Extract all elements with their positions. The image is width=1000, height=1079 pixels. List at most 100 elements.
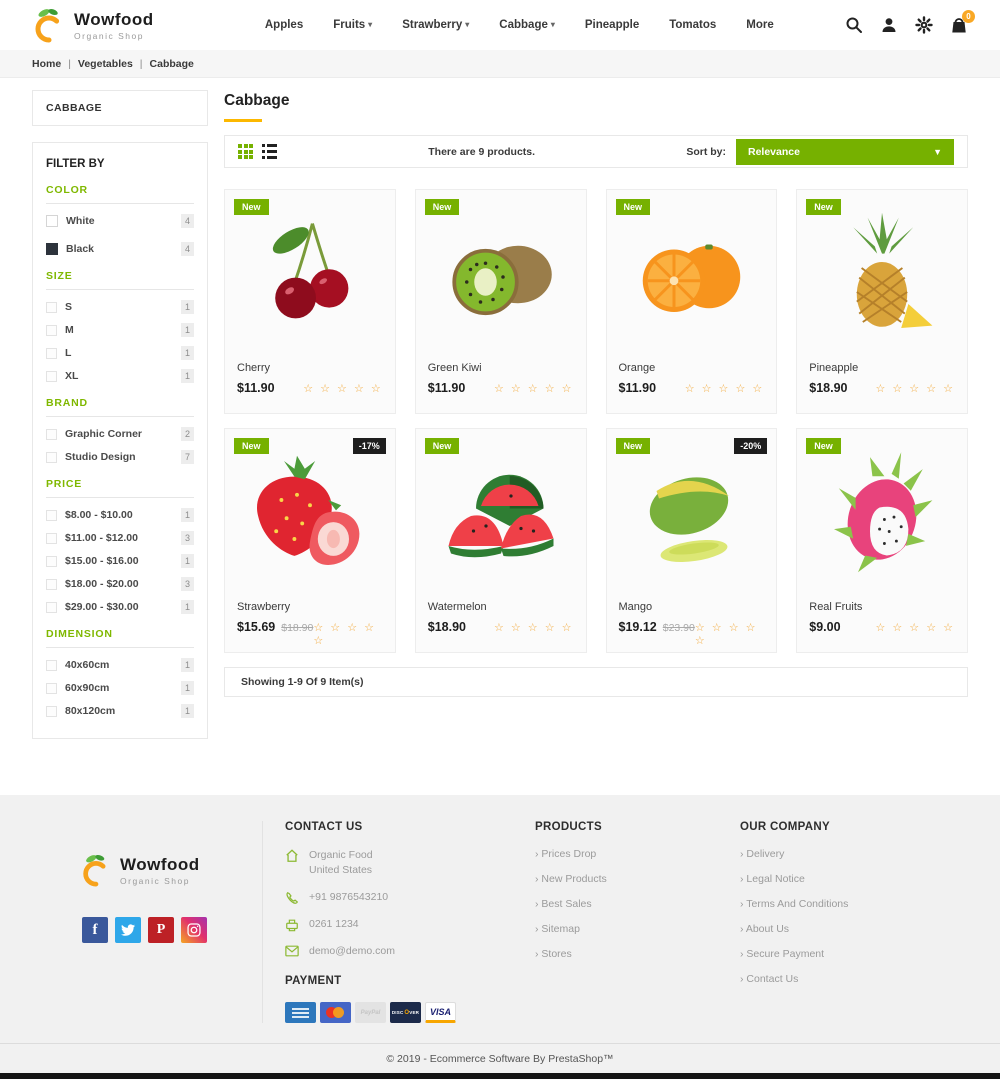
product-card-strawberry[interactable]: New -17% Strawberry (224, 428, 396, 653)
product-image-mango[interactable] (607, 429, 777, 597)
product-image-dragon-fruit[interactable] (797, 429, 967, 597)
link-delivery[interactable]: Delivery (740, 848, 940, 860)
contact-email[interactable]: demo@demo.com (285, 944, 535, 959)
gear-icon[interactable] (915, 16, 933, 34)
breadcrumb-cabbage: Cabbage (149, 57, 194, 70)
email-address[interactable]: demo@demo.com (309, 945, 395, 957)
instagram-icon[interactable] (181, 917, 207, 943)
product-card-cherry[interactable]: New Cherry $11.90 (224, 189, 396, 414)
filter-option-white[interactable]: White 4 (46, 214, 194, 228)
link-secure-payment[interactable]: Secure Payment (740, 948, 940, 960)
link-prices-drop[interactable]: Prices Drop (535, 848, 740, 860)
checkbox[interactable] (46, 705, 57, 717)
footer-logo[interactable]: Wowfood Organic Shop (80, 853, 262, 887)
product-card-mango[interactable]: New -20% Mango $19.12 $23.90 ☆ ☆ ☆ (605, 428, 778, 653)
nav-item-apples[interactable]: Apples (264, 19, 304, 31)
breadcrumb-vegetables[interactable]: Vegetables (78, 58, 150, 70)
product-name[interactable]: Real Fruits (809, 601, 863, 613)
filter-option-price-5[interactable]: $29.00 - $30.00 1 (46, 600, 194, 614)
product-card-green-kiwi[interactable]: New Green Kiwi (414, 189, 587, 414)
checkbox[interactable] (46, 532, 57, 544)
product-image-orange[interactable] (607, 190, 777, 358)
link-terms[interactable]: Terms And Conditions (740, 898, 940, 910)
search-icon[interactable] (845, 16, 863, 34)
link-new-products[interactable]: New Products (535, 873, 740, 885)
nav-item-strawberry[interactable]: Strawberry ▾ (402, 19, 470, 31)
category-box[interactable]: CABBAGE (32, 90, 208, 126)
product-image-watermelon[interactable] (416, 429, 586, 597)
logo-subtitle: Organic Shop (74, 30, 144, 41)
product-image-strawberry[interactable] (225, 429, 395, 597)
logo[interactable]: Wowfood Organic Shop (32, 7, 154, 43)
product-image-green-kiwi[interactable] (416, 190, 586, 358)
product-name[interactable]: Pineapple (809, 362, 859, 374)
product-name[interactable]: Watermelon (427, 601, 487, 613)
filter-option-graphic-corner[interactable]: Graphic Corner 2 (46, 427, 194, 441)
product-card-real-fruits[interactable]: New Real Fruits (796, 428, 968, 653)
checkbox[interactable] (46, 601, 57, 613)
product-card-pineapple[interactable]: New (796, 189, 968, 414)
product-price: $11.90 (618, 381, 657, 395)
facebook-icon[interactable]: f (82, 917, 108, 943)
filter-option-80x120[interactable]: 80x120cm 1 (46, 704, 194, 718)
checkbox[interactable] (46, 555, 57, 567)
product-name[interactable]: Orange (618, 362, 656, 374)
product-price: $11.90 (237, 381, 275, 395)
main-area: Cabbage There are 9 products. Sort by: R… (224, 90, 968, 697)
sort-by-label: Sort by: (686, 145, 726, 158)
filter-option-black[interactable]: Black 4 (46, 242, 194, 256)
pinterest-icon[interactable]: P (148, 917, 174, 943)
showing-items-bar: Showing 1-9 Of 9 Item(s) (224, 667, 968, 697)
link-sitemap[interactable]: Sitemap (535, 923, 740, 935)
checkbox[interactable] (46, 428, 57, 440)
product-card-orange[interactable]: New Orange (605, 189, 778, 414)
nav-item-tomatos[interactable]: Tomatos (669, 19, 717, 31)
product-name[interactable]: Green Kiwi (427, 362, 482, 374)
filter-option-price-1[interactable]: $8.00 - $10.00 1 (46, 508, 194, 522)
breadcrumb-home[interactable]: Home (32, 58, 78, 70)
filter-group-brand: BRAND Graphic Corner 2 Studio Design 7 (46, 397, 194, 464)
nav-item-cabbage[interactable]: Cabbage ▾ (499, 19, 555, 31)
product-card-watermelon[interactable]: New Watermelon (414, 428, 587, 653)
product-name[interactable]: Cherry (237, 362, 271, 374)
grid-view-icon[interactable] (238, 144, 253, 159)
filter-option-40x60[interactable]: 40x60cm 1 (46, 658, 194, 672)
link-contact-us[interactable]: Contact Us (740, 973, 940, 985)
user-icon[interactable] (880, 16, 898, 34)
twitter-icon[interactable] (115, 917, 141, 943)
main-nav: Apples Fruits ▾ Strawberry ▾ Cabbage ▾ Pine… (194, 19, 845, 31)
filter-option-studio-design[interactable]: Studio Design 7 (46, 450, 194, 464)
filter-option-price-2[interactable]: $11.00 - $12.00 3 (46, 531, 194, 545)
checkbox[interactable] (46, 451, 57, 463)
product-image-pineapple[interactable] (797, 190, 967, 358)
link-stores[interactable]: Stores (535, 948, 740, 960)
filter-option-price-4[interactable]: $18.00 - $20.00 3 (46, 577, 194, 591)
product-name[interactable]: Strawberry (237, 601, 291, 613)
checkbox[interactable] (46, 509, 57, 521)
nav-item-pineapple[interactable]: Pineapple (584, 19, 640, 31)
filter-group-title: PRICE (46, 478, 194, 498)
checkbox[interactable] (46, 370, 57, 382)
checkbox[interactable] (46, 659, 57, 671)
cart-icon[interactable]: 0 (950, 10, 975, 34)
nav-item-fruits[interactable]: Fruits ▾ (333, 19, 373, 31)
nav-item-more[interactable]: More (746, 19, 774, 31)
product-image-cherry[interactable] (225, 190, 395, 358)
checkbox[interactable] (46, 578, 57, 590)
link-about-us[interactable]: About Us (740, 923, 940, 935)
link-legal-notice[interactable]: Legal Notice (740, 873, 940, 885)
checkbox[interactable] (46, 347, 57, 359)
list-view-icon[interactable] (262, 144, 277, 159)
checkbox[interactable] (46, 324, 57, 336)
link-best-sales[interactable]: Best Sales (535, 898, 740, 910)
filter-option-xl[interactable]: XL 1 (46, 369, 194, 383)
sort-dropdown[interactable]: Relevance ▼ (736, 138, 954, 165)
filter-option-price-3[interactable]: $15.00 - $16.00 1 (46, 554, 194, 568)
checkbox[interactable] (46, 682, 57, 694)
checkbox[interactable] (46, 301, 57, 313)
product-name[interactable]: Mango (618, 601, 653, 613)
filter-option-60x90[interactable]: 60x90cm 1 (46, 681, 194, 695)
